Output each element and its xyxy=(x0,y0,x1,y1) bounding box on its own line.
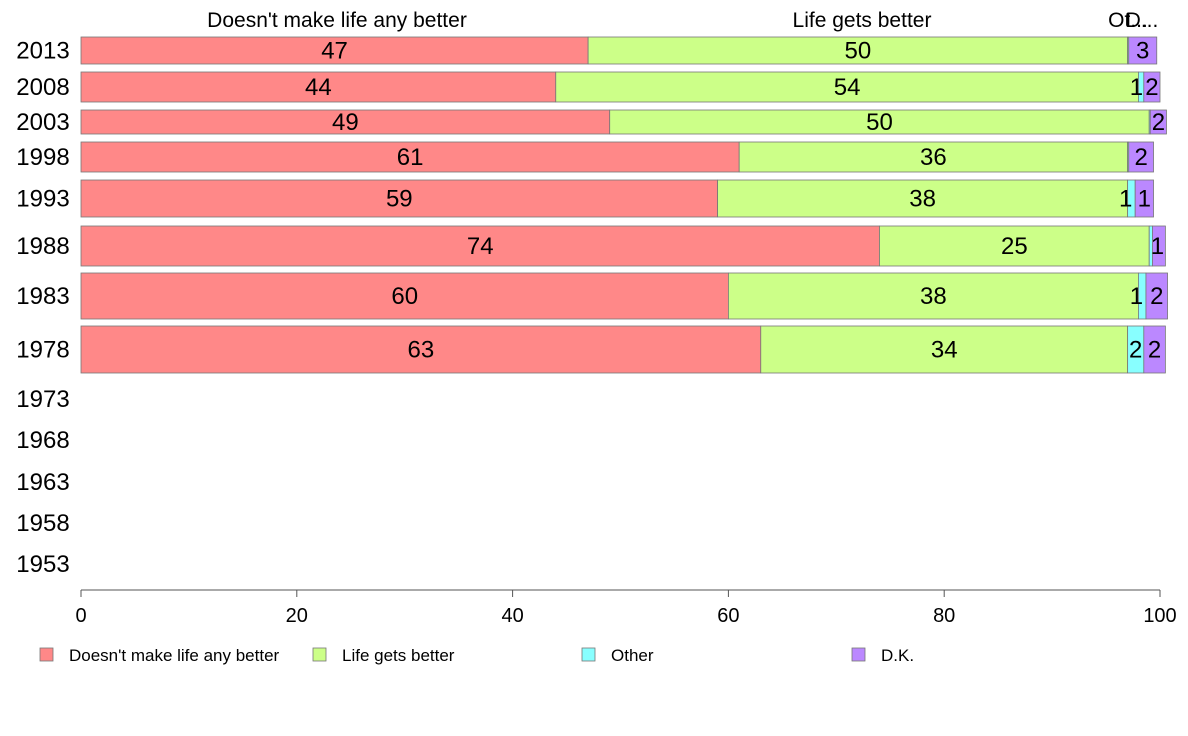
bar-value-label: 38 xyxy=(920,283,947,310)
year-label: 1953 xyxy=(16,551,69,578)
x-tick-label: 60 xyxy=(717,605,739,627)
column-header: D... xyxy=(1126,9,1159,32)
x-tick-label: 0 xyxy=(75,605,86,627)
bar-segment xyxy=(728,272,1139,320)
bar-value-label: 49 xyxy=(332,109,359,136)
bar-value-label: 1 xyxy=(1119,186,1132,213)
year-label: 1993 xyxy=(16,186,69,213)
bar-segment xyxy=(879,225,1150,267)
x-tick-label: 80 xyxy=(933,605,955,627)
bar-segment xyxy=(1128,141,1154,173)
bar-segment xyxy=(1128,36,1158,65)
year-label: 1983 xyxy=(16,283,69,310)
bar-segment xyxy=(80,141,740,173)
legend-swatch xyxy=(39,647,54,662)
bar-value-label: 47 xyxy=(321,38,348,65)
year-label: 2008 xyxy=(16,74,69,101)
bar-segment xyxy=(1152,225,1166,267)
bar-value-label: 3 xyxy=(1136,38,1149,65)
legend-label: D.K. xyxy=(881,646,914,665)
bar-value-label: 1 xyxy=(1151,233,1164,260)
bar-value-label: 34 xyxy=(931,337,958,364)
bar-segment xyxy=(1145,272,1168,320)
bar-segment xyxy=(80,179,719,218)
bar-value-label: 2 xyxy=(1129,337,1142,364)
bar-segment xyxy=(760,325,1129,374)
bar-segment xyxy=(738,141,1129,173)
year-label: 2003 xyxy=(16,109,69,136)
bar-segment xyxy=(717,179,1129,218)
bar-segment xyxy=(80,71,557,103)
bar-value-label: 44 xyxy=(305,74,332,101)
bar-value-label: 63 xyxy=(408,337,435,364)
bar-value-label: 61 xyxy=(397,144,424,171)
x-tick-label: 100 xyxy=(1143,605,1176,627)
year-label: 2013 xyxy=(16,38,69,65)
year-label: 1973 xyxy=(16,386,69,413)
year-label: 1998 xyxy=(16,144,69,171)
year-label: 1988 xyxy=(16,233,69,260)
bar-value-label: 1 xyxy=(1130,283,1143,310)
bar-value-label: 2 xyxy=(1152,109,1165,136)
legend-label: Life gets better xyxy=(342,646,455,665)
bar-segment xyxy=(555,71,1139,103)
bar-value-label: 38 xyxy=(909,186,936,213)
bar-value-label: 2 xyxy=(1134,144,1147,171)
column-header: Life gets better xyxy=(793,9,932,32)
column-header: Doesn't make life any better xyxy=(207,9,467,32)
column-header: Ot... xyxy=(1108,9,1148,32)
x-tick-label: 20 xyxy=(286,605,308,627)
bar-segment xyxy=(609,109,1150,135)
bar-segment xyxy=(1134,179,1154,218)
bar-segment xyxy=(1143,71,1161,103)
bar-value-label: 25 xyxy=(1001,233,1028,260)
legend-label: Other xyxy=(611,646,654,665)
legend-swatch xyxy=(581,647,596,662)
bar-segment xyxy=(80,272,729,320)
bar-value-label: 1 xyxy=(1130,74,1143,101)
x-tick-label: 40 xyxy=(501,605,523,627)
legend-label: Doesn't make life any better xyxy=(69,646,280,665)
bar-value-label: 54 xyxy=(834,74,861,101)
bar-value-label: 50 xyxy=(845,38,872,65)
bar-segment xyxy=(1143,325,1166,374)
bar-segment xyxy=(1149,109,1167,135)
year-label: 1968 xyxy=(16,427,69,454)
bar-segment xyxy=(587,36,1129,65)
bar-value-label: 50 xyxy=(866,109,893,136)
legend-swatch xyxy=(851,647,866,662)
bar-value-label: 2 xyxy=(1145,74,1158,101)
bar-value-label: 1 xyxy=(1138,186,1151,213)
bar-value-label: 60 xyxy=(391,283,418,310)
year-label: 1958 xyxy=(16,510,69,537)
year-label: 1978 xyxy=(16,337,69,364)
legend-swatch xyxy=(312,647,327,662)
bar-value-label: 74 xyxy=(467,233,494,260)
bar-value-label: 2 xyxy=(1148,337,1161,364)
bar-segment xyxy=(80,109,611,135)
bar-segment xyxy=(80,325,762,374)
year-label: 1963 xyxy=(16,469,69,496)
bar-value-label: 59 xyxy=(386,186,413,213)
bar-value-label: 2 xyxy=(1150,283,1163,310)
bar-value-label: 36 xyxy=(920,144,947,171)
